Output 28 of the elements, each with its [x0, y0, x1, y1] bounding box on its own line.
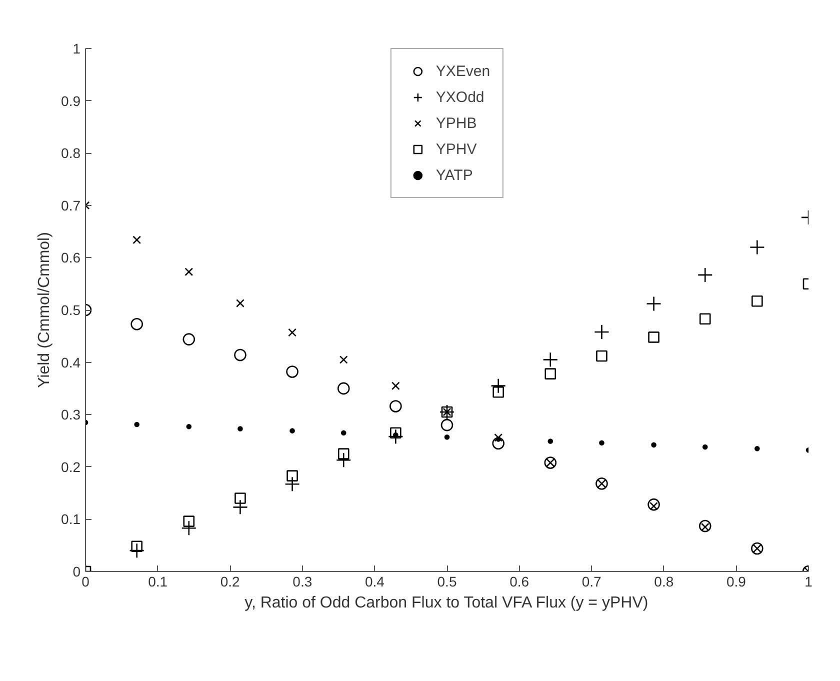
y-tick-label: 0.9 [61, 92, 81, 109]
x-tick-label: 0.9 [726, 574, 746, 590]
y-tick-label: 0.2 [61, 458, 81, 475]
x-tick-label: 0.3 [292, 574, 312, 590]
y-tick-label: 0.3 [61, 406, 81, 423]
y-tick-label: 0.6 [61, 250, 81, 266]
x-axis-title: y, Ratio of Odd Carbon Flux to Total VFA Flux (y = yPHV) [244, 594, 648, 612]
y-tick-label: 1 [72, 40, 81, 56]
legend-label: YPHB [436, 114, 477, 132]
legend-label: YPHV [436, 140, 477, 158]
legend-label: YXEven [436, 62, 490, 80]
x-tick-label: 0.7 [582, 574, 602, 590]
y-axis-title: Yield (Cmmol/Cmmol) [36, 232, 54, 388]
y-tick-label: 0.8 [61, 145, 81, 162]
y-tick-label: 0.4 [61, 354, 81, 370]
x-tick-label: 1 [804, 574, 813, 590]
x-tick-label: 0.6 [510, 574, 530, 590]
legend-label: YATP [436, 166, 473, 184]
y-tick-label: 0.1 [61, 511, 81, 528]
x-tick-label: 0.2 [220, 574, 240, 590]
x-tick-label: 0.1 [148, 574, 168, 590]
x-tick-label: 0.5 [437, 574, 457, 590]
y-tick-label: 0.5 [61, 302, 81, 318]
x-tick-label: 0.4 [364, 574, 385, 590]
legend-label: YXOdd [436, 88, 484, 106]
x-tick-label: 0.8 [654, 574, 674, 590]
y-tick-label: 0.7 [61, 197, 81, 214]
y-tick-label: 0 [72, 564, 81, 580]
